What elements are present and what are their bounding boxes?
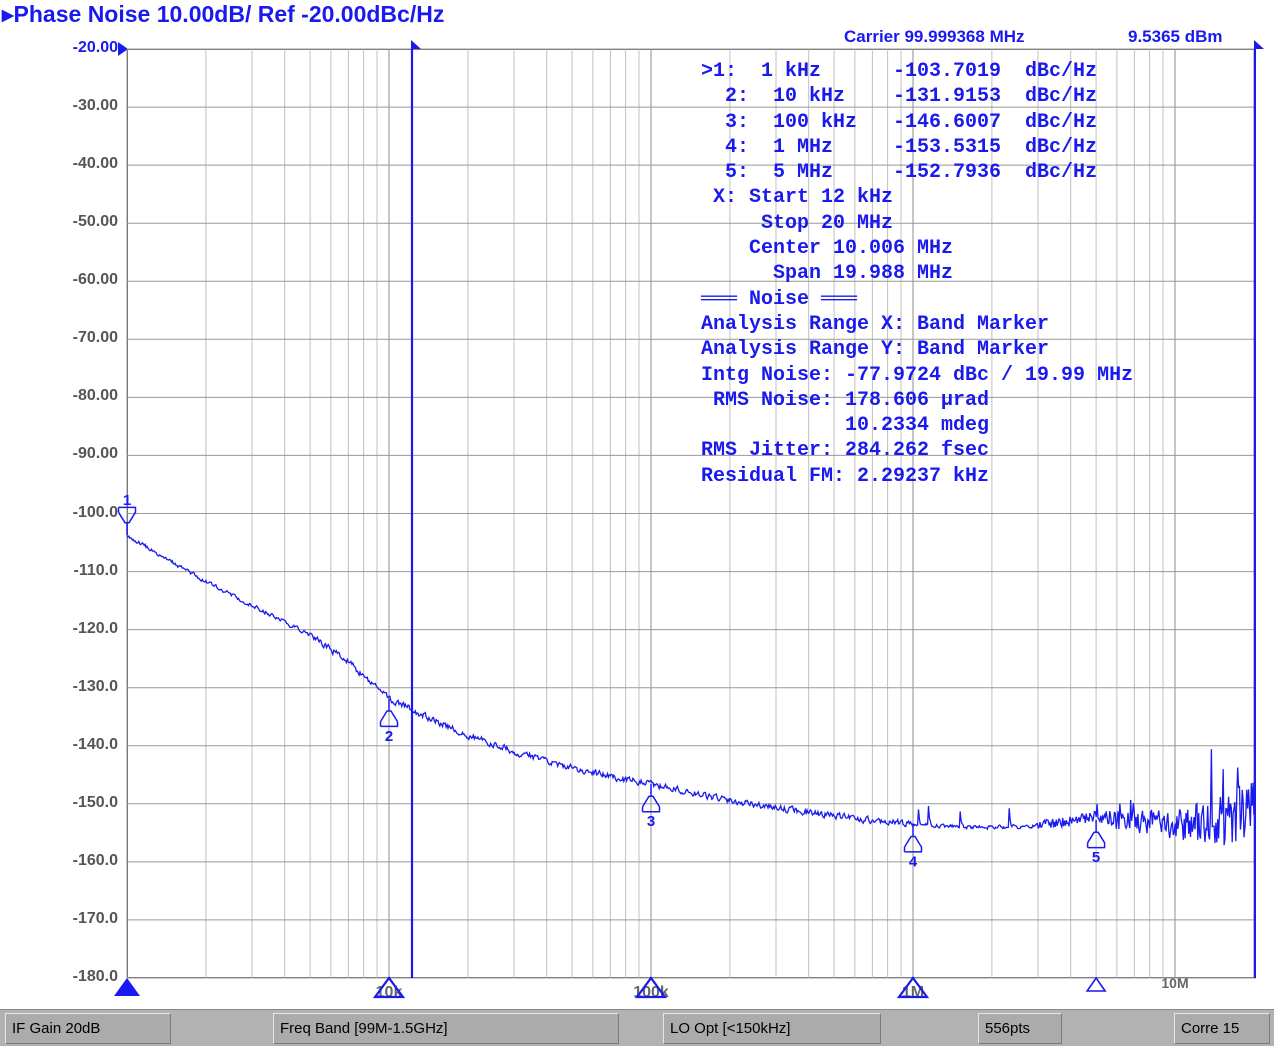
- svg-text:3: 3: [647, 813, 655, 830]
- svg-text:1M: 1M: [902, 984, 924, 1001]
- svg-text:4: 4: [909, 853, 918, 870]
- svg-text:100k: 100k: [633, 984, 669, 1001]
- svg-text:1: 1: [123, 492, 131, 509]
- svg-text:2: 2: [385, 728, 393, 745]
- svg-text:10M: 10M: [1161, 975, 1188, 991]
- svg-text:5: 5: [1092, 849, 1100, 866]
